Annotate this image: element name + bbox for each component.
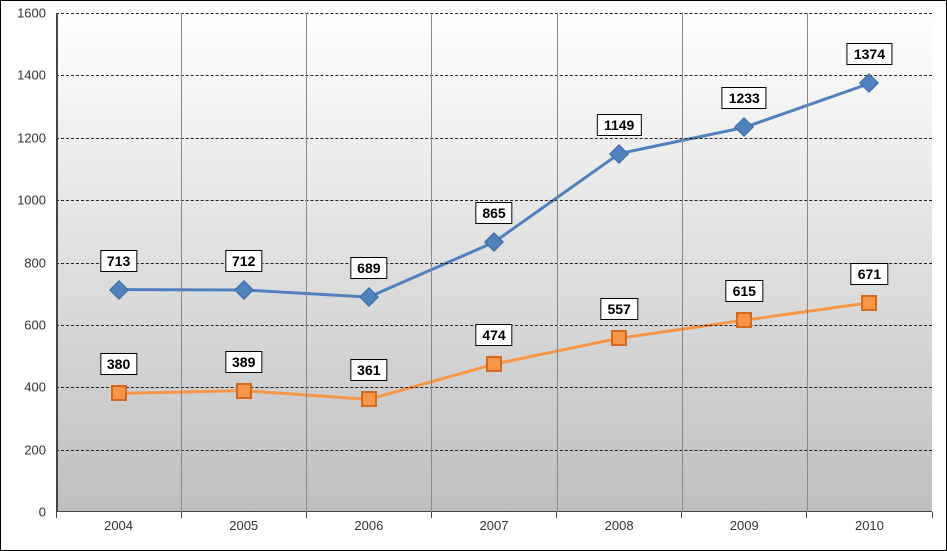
marker-series-b: [361, 391, 377, 407]
data-label: 712: [225, 250, 262, 272]
gridline: [56, 450, 932, 451]
gridline: [56, 200, 932, 201]
data-label: 1149: [597, 114, 641, 136]
x-tick-label: 2008: [605, 518, 634, 533]
x-tick: [681, 512, 682, 518]
gridline: [56, 13, 932, 14]
y-tick-label: 400: [24, 380, 46, 395]
plot-area: 0200400600800100012001400160020042005200…: [56, 13, 932, 512]
x-gridline: [431, 13, 432, 512]
y-tick-label: 1200: [17, 130, 46, 145]
gridline: [56, 138, 932, 139]
x-tick: [181, 512, 182, 518]
data-label: 713: [100, 250, 137, 272]
x-tick: [431, 512, 432, 518]
gridline: [56, 263, 932, 264]
x-tick-label: 2005: [229, 518, 258, 533]
x-gridline: [807, 13, 808, 512]
x-tick: [932, 512, 933, 518]
x-tick-label: 2007: [480, 518, 509, 533]
x-gridline: [682, 13, 683, 512]
x-gridline: [306, 13, 307, 512]
marker-series-b: [236, 383, 252, 399]
data-label: 557: [600, 298, 637, 320]
x-gridline: [181, 13, 182, 512]
x-tick: [806, 512, 807, 518]
marker-series-b: [611, 330, 627, 346]
data-label: 1374: [847, 43, 892, 65]
marker-series-b: [861, 295, 877, 311]
marker-series-b: [486, 356, 502, 372]
y-tick-label: 1000: [17, 193, 46, 208]
data-label: 380: [100, 353, 137, 375]
x-gridline: [557, 13, 558, 512]
marker-series-b: [736, 312, 752, 328]
y-tick-label: 1600: [17, 6, 46, 21]
data-label: 389: [225, 351, 262, 373]
y-tick-label: 200: [24, 442, 46, 457]
x-tick: [306, 512, 307, 518]
marker-series-b: [111, 385, 127, 401]
x-tick-label: 2006: [354, 518, 383, 533]
gridline: [56, 75, 932, 76]
data-label: 865: [475, 202, 512, 224]
y-tick-label: 800: [24, 255, 46, 270]
y-axis: [56, 13, 58, 512]
y-tick-label: 0: [39, 505, 46, 520]
data-label: 615: [726, 280, 763, 302]
x-axis: [56, 511, 932, 513]
data-label: 361: [350, 359, 387, 381]
data-label: 671: [851, 263, 888, 285]
data-label: 474: [475, 324, 512, 346]
data-label: 689: [350, 257, 387, 279]
x-tick-label: 2010: [855, 518, 884, 533]
y-tick-label: 1400: [17, 68, 46, 83]
x-tick: [556, 512, 557, 518]
data-label: 1233: [722, 87, 767, 109]
x-tick-label: 2004: [104, 518, 133, 533]
y-tick-label: 600: [24, 317, 46, 332]
gridline: [56, 387, 932, 388]
x-tick: [56, 512, 57, 518]
chart-frame: 0 200 400 600 800 1000 1200 1400 1600 2004 2005 200…: [0, 0, 947, 551]
x-tick-label: 2009: [730, 518, 759, 533]
